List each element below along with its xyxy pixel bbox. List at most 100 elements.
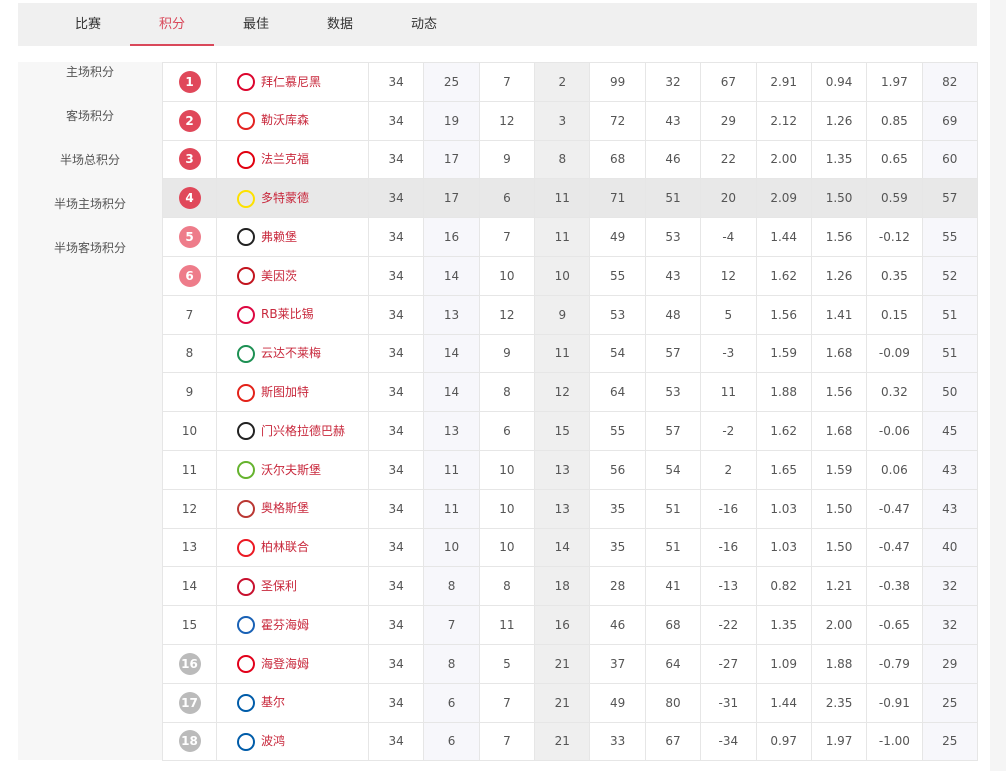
team-name: 勒沃库森 xyxy=(261,113,310,128)
sidebar-item[interactable]: 半场客场积分 xyxy=(53,241,126,255)
tab-2[interactable]: 最佳 xyxy=(242,17,269,32)
team-link[interactable]: 法兰克福 xyxy=(216,139,369,180)
team-link[interactable]: 勒沃库森 xyxy=(216,100,369,141)
stat-cell: 8 xyxy=(478,372,536,413)
stat-cell: 45 xyxy=(921,411,978,451)
rank-badge: 14 xyxy=(181,579,198,594)
stat-cell: 57 xyxy=(644,411,702,451)
stat-cell: 51 xyxy=(921,333,978,374)
stat-cell: 57 xyxy=(921,178,978,219)
table-row[interactable]: 1 拜仁慕尼黑 34 25 7 2 99 32 67 2.91 0.94 1.97 82 xyxy=(162,62,978,102)
team-link[interactable]: RB莱比锡 xyxy=(216,294,369,335)
stat-cell: -22 xyxy=(700,605,757,645)
stat-cell: 10 xyxy=(423,527,480,568)
stat-cell: 34 xyxy=(367,566,425,607)
table-row[interactable]: 9 斯图加特 34 14 8 12 64 53 11 1.88 1.56 0.32 50 xyxy=(162,372,978,413)
rank-cell: 18 xyxy=(162,721,217,762)
table-row[interactable]: 13 柏林联合 34 10 10 14 35 51 -16 1.03 1.50 -0.47 40 xyxy=(162,527,978,568)
team-link[interactable]: 柏林联合 xyxy=(216,527,369,568)
stat-cell: 0.97 xyxy=(755,721,812,762)
stat-cell: 2.09 xyxy=(755,178,812,219)
team-link[interactable]: 圣保利 xyxy=(216,566,369,607)
rank-badge: 11 xyxy=(181,462,198,477)
table-row[interactable]: 8 云达不莱梅 34 14 9 11 54 57 -3 1.59 1.68 -0.09 51 xyxy=(162,333,978,374)
table-row[interactable]: 5 弗赖堡 34 16 7 11 49 53 -4 1.44 1.56 -0.12 55 xyxy=(162,217,978,257)
team-link[interactable]: 门兴格拉德巴赫 xyxy=(216,411,369,451)
table-row[interactable]: 16 海登海姆 34 8 5 21 37 64 -27 1.09 1.88 -0.79 29 xyxy=(162,643,978,684)
stat-cell: 12 xyxy=(534,372,591,413)
team-link[interactable]: 沃尔夫斯堡 xyxy=(216,449,369,490)
stat-cell: 82 xyxy=(921,62,978,102)
tab-bar: 比赛 积分 最佳 数据 动态 xyxy=(18,3,977,46)
stat-cell: -31 xyxy=(700,682,757,723)
stat-cell: 46 xyxy=(644,139,702,180)
stat-cell: 1.26 xyxy=(810,100,868,141)
scrollbar-track[interactable] xyxy=(990,0,1006,771)
stat-cell: 1.35 xyxy=(810,139,868,180)
stat-cell: -0.91 xyxy=(866,682,923,723)
sidebar-item[interactable]: 半场主场积分 xyxy=(53,197,126,211)
table-row[interactable]: 17 基尔 34 6 7 21 49 80 -31 1.44 2.35 -0.91 25 xyxy=(162,682,978,723)
tab-3[interactable]: 数据 xyxy=(326,17,353,32)
team-link[interactable]: 拜仁慕尼黑 xyxy=(216,62,369,102)
sidebar-item[interactable]: 主场积分 xyxy=(65,65,114,79)
team-name: 圣保利 xyxy=(261,579,298,593)
team-link[interactable]: 弗赖堡 xyxy=(216,217,369,257)
table-row[interactable]: 14 圣保利 34 8 8 18 28 41 -13 0.82 1.21 -0.38 32 xyxy=(162,566,978,607)
team-link[interactable]: 海登海姆 xyxy=(216,643,369,684)
team-link[interactable]: 多特蒙德 xyxy=(216,178,369,219)
tab-0[interactable]: 比赛 xyxy=(74,17,101,32)
stat-cell: -27 xyxy=(700,643,757,684)
table-row[interactable]: 18 波鸿 34 6 7 21 33 67 -34 0.97 1.97 -1.00 25 xyxy=(162,721,978,762)
stat-cell: 51 xyxy=(644,178,702,219)
stat-cell: 72 xyxy=(589,100,646,141)
team-name: 斯图加特 xyxy=(261,385,310,400)
rank-cell: 2 xyxy=(162,100,217,141)
table-row[interactable]: 4 多特蒙德 34 17 6 11 71 51 20 2.09 1.50 0.59 57 xyxy=(162,178,978,219)
stat-cell: 19 xyxy=(423,100,480,141)
stat-cell: 21 xyxy=(534,721,591,762)
rank-cell: 8 xyxy=(162,333,217,374)
sidebar-item[interactable]: 客场积分 xyxy=(65,109,114,123)
table-row[interactable]: 12 奥格斯堡 34 11 10 13 35 51 -16 1.03 1.50 -0.47 43 xyxy=(162,488,978,529)
stat-cell: 33 xyxy=(589,721,646,762)
team-link[interactable]: 基尔 xyxy=(216,682,369,723)
stat-cell: 67 xyxy=(700,62,757,102)
sidebar-item[interactable]: 半场总积分 xyxy=(59,153,120,167)
stat-cell: 1.26 xyxy=(810,255,868,296)
team-link[interactable]: 云达不莱梅 xyxy=(216,333,369,374)
stat-cell: 53 xyxy=(644,217,702,257)
rank-badge: 16 xyxy=(178,652,201,675)
team-link[interactable]: 奥格斯堡 xyxy=(216,488,369,529)
team-link[interactable]: 霍芬海姆 xyxy=(216,605,369,645)
stat-cell: 1.62 xyxy=(755,255,812,296)
stat-cell: 2.91 xyxy=(755,62,812,102)
team-link[interactable]: 斯图加特 xyxy=(216,372,369,413)
table-row[interactable]: 7 RB莱比锡 34 13 12 9 53 48 5 1.56 1.41 0.15 51 xyxy=(162,294,978,335)
team-name: 沃尔夫斯堡 xyxy=(261,462,322,477)
stat-cell: 12 xyxy=(478,294,536,335)
team-link[interactable]: 波鸿 xyxy=(216,721,369,762)
table-row[interactable]: 10 门兴格拉德巴赫 34 13 6 15 55 57 -2 1.62 1.68 -0.06 45 xyxy=(162,411,978,451)
table-row[interactable]: 3 法兰克福 34 17 9 8 68 46 22 2.00 1.35 0.65 60 xyxy=(162,139,978,180)
table-row[interactable]: 11 沃尔夫斯堡 34 11 10 13 56 54 2 1.65 1.59 0.06 43 xyxy=(162,449,978,490)
team-name: 基尔 xyxy=(261,695,286,710)
stat-cell: 12 xyxy=(700,255,757,296)
team-logo-icon xyxy=(237,461,255,480)
tab-4[interactable]: 动态 xyxy=(410,17,437,32)
rank-badge: 6 xyxy=(178,264,201,287)
stat-cell: 7 xyxy=(478,62,536,102)
table-row[interactable]: 2 勒沃库森 34 19 12 3 72 43 29 2.12 1.26 0.85 69 xyxy=(162,100,978,141)
stat-cell: 6 xyxy=(478,178,536,219)
stat-cell: 1.44 xyxy=(755,217,812,257)
table-row[interactable]: 6 美因茨 34 14 10 10 55 43 12 1.62 1.26 0.35 52 xyxy=(162,255,978,296)
team-link[interactable]: 美因茨 xyxy=(216,255,369,296)
team-name: 拜仁慕尼黑 xyxy=(261,74,322,89)
stat-cell: 17 xyxy=(423,139,480,180)
table-row[interactable]: 15 霍芬海姆 34 7 11 16 46 68 -22 1.35 2.00 -0.65 32 xyxy=(162,605,978,645)
rank-cell: 1 xyxy=(162,62,217,102)
rank-cell: 15 xyxy=(162,605,217,645)
stat-cell: 21 xyxy=(534,682,591,723)
team-logo-icon xyxy=(237,693,255,712)
tab-1[interactable]: 积分 xyxy=(130,3,214,46)
